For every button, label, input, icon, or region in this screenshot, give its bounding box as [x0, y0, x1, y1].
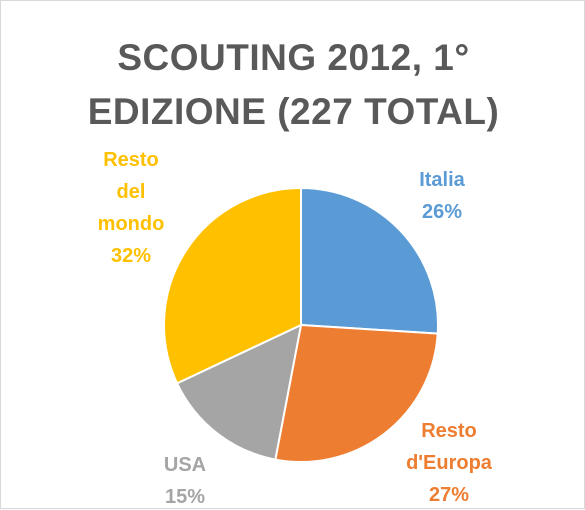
data-label-line: Resto — [421, 420, 477, 442]
chart-title: SCOUTING 2012, 1° EDIZIONE (227 TOTAL) — [1, 31, 585, 139]
data-label-line: Italia — [419, 169, 465, 191]
data-label-line: USA — [164, 454, 206, 476]
data-label-italia: Italia 26% — [419, 169, 465, 223]
data-label-line: 15% — [165, 486, 205, 508]
data-label-line: del — [117, 181, 146, 203]
pie-slice-resto-del-mondo — [163, 186, 302, 385]
data-label-line: mondo — [98, 213, 165, 235]
chart-title-line-2: EDIZIONE (227 TOTAL) — [87, 91, 500, 132]
data-label-usa: USA 15% — [164, 454, 206, 508]
pie-slice-resto-d-europa — [274, 323, 439, 463]
chart-title-line-1: SCOUTING 2012, 1° — [117, 37, 470, 78]
data-label-resto-del-mondo: Resto del mondo 32% — [98, 149, 165, 267]
data-label-line: 32% — [111, 245, 151, 267]
data-label-resto-d-europa: Resto d'Europa 27% — [406, 420, 493, 506]
pie-slice-italia — [300, 186, 439, 335]
data-label-line: d'Europa — [406, 452, 493, 474]
data-label-line: Resto — [103, 149, 159, 171]
data-label-line: 26% — [422, 201, 462, 223]
data-label-line: 27% — [429, 484, 469, 506]
pie-slice-usa — [175, 323, 303, 461]
